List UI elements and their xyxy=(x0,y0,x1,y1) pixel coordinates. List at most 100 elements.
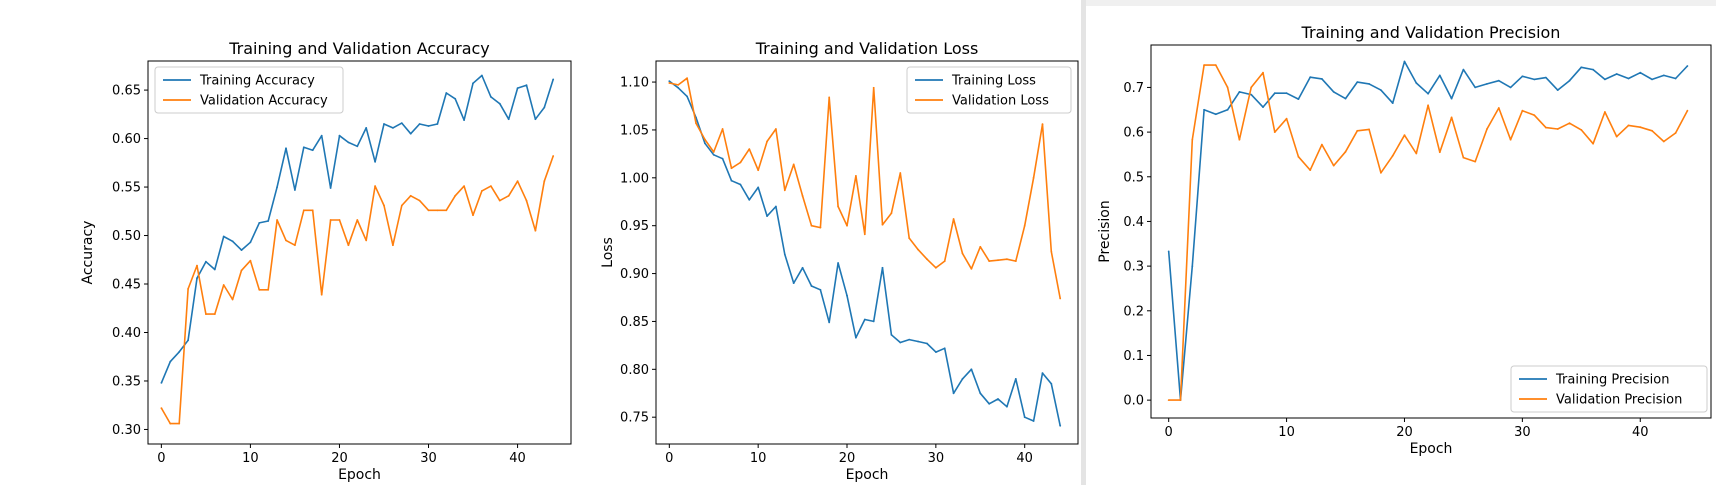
data-point xyxy=(872,320,875,323)
data-point xyxy=(231,298,234,301)
data-point xyxy=(739,161,742,164)
x-tick-label: 10 xyxy=(242,451,259,466)
data-point xyxy=(1580,129,1583,131)
data-point xyxy=(1438,151,1441,154)
data-point xyxy=(988,260,991,262)
data-point xyxy=(463,185,465,188)
x-tick-label: 10 xyxy=(750,451,767,466)
data-point xyxy=(935,351,937,353)
data-point xyxy=(1462,156,1465,159)
data-point xyxy=(757,186,760,189)
data-point xyxy=(249,259,252,262)
data-point xyxy=(1450,97,1453,100)
data-point xyxy=(534,229,537,232)
chart-title: Training and Validation Loss xyxy=(755,39,979,58)
data-point xyxy=(1285,117,1288,120)
data-point xyxy=(240,249,243,252)
axes-frame xyxy=(655,60,1079,445)
data-point xyxy=(320,134,323,137)
data-point xyxy=(855,336,857,339)
data-point xyxy=(748,148,751,151)
data-point xyxy=(1380,89,1382,91)
y-tick-label: 0.35 xyxy=(112,374,141,389)
series-line-validation xyxy=(160,155,554,425)
legend-label: Validation Precision xyxy=(1556,393,1682,408)
data-point xyxy=(997,259,999,262)
data-point xyxy=(418,199,421,202)
data-point xyxy=(1014,378,1017,380)
y-axis-label: Precision xyxy=(1097,200,1113,262)
data-point xyxy=(213,313,216,315)
data-point xyxy=(837,205,839,208)
y-axis-label: Loss xyxy=(600,237,616,268)
data-point xyxy=(748,198,751,201)
data-point xyxy=(329,187,332,189)
legend-label: Training Loss xyxy=(951,74,1036,89)
x-axis-label: Epoch xyxy=(338,467,381,483)
data-point xyxy=(302,209,305,212)
legend-label: Validation Loss xyxy=(952,94,1049,109)
data-point xyxy=(1380,171,1382,174)
data-point xyxy=(908,338,911,341)
data-point xyxy=(160,407,163,409)
data-point xyxy=(1521,75,1524,78)
series-line-training xyxy=(668,80,1061,426)
data-point xyxy=(1604,78,1606,81)
data-point xyxy=(712,151,715,153)
data-point xyxy=(997,398,999,400)
data-point xyxy=(943,260,946,262)
data-point xyxy=(961,378,964,380)
data-point xyxy=(1041,123,1044,126)
data-point xyxy=(1509,138,1512,141)
data-point xyxy=(276,186,278,189)
data-point xyxy=(801,195,804,197)
data-point xyxy=(1321,78,1323,80)
data-point xyxy=(1368,83,1370,85)
data-point xyxy=(1356,129,1359,132)
legend: Training Precision Validation Precision xyxy=(1510,365,1708,413)
y-tick-label: 0.7 xyxy=(1123,81,1144,96)
data-point xyxy=(721,157,724,160)
data-point xyxy=(1509,86,1512,89)
data-point xyxy=(1297,98,1300,100)
data-point xyxy=(1332,91,1335,93)
data-point xyxy=(400,204,403,207)
data-point xyxy=(196,277,198,280)
data-point xyxy=(917,340,919,343)
data-point xyxy=(1050,382,1053,385)
legend-box xyxy=(154,66,344,114)
data-point xyxy=(205,260,207,263)
data-point xyxy=(1403,134,1406,137)
data-point xyxy=(1592,68,1594,71)
data-point xyxy=(1167,250,1170,253)
data-point xyxy=(1203,64,1205,66)
data-point xyxy=(855,175,857,177)
data-point xyxy=(783,189,786,192)
data-point xyxy=(276,219,278,221)
data-point xyxy=(952,218,955,220)
data-point xyxy=(712,153,715,156)
data-point xyxy=(445,92,448,94)
data-point xyxy=(383,204,385,207)
data-point xyxy=(222,235,225,238)
data-point xyxy=(881,223,884,226)
data-point xyxy=(1497,107,1500,109)
data-point xyxy=(1344,97,1347,100)
data-point xyxy=(1309,169,1312,172)
data-point xyxy=(695,122,697,125)
data-point xyxy=(1356,81,1359,83)
y-tick-label: 0.30 xyxy=(112,423,141,438)
data-point xyxy=(436,123,439,125)
y-tick-label: 0.75 xyxy=(620,411,649,426)
y-tick-label: 0.2 xyxy=(1123,304,1144,319)
data-point xyxy=(1615,135,1618,138)
y-tick-label: 0.5 xyxy=(1123,170,1144,185)
data-point xyxy=(721,128,724,130)
data-point xyxy=(1521,109,1524,112)
data-point xyxy=(1191,265,1194,267)
data-point xyxy=(169,360,172,363)
data-point xyxy=(899,172,902,174)
data-point xyxy=(409,132,412,135)
chart-title: Training and Validation Accuracy xyxy=(228,39,490,58)
